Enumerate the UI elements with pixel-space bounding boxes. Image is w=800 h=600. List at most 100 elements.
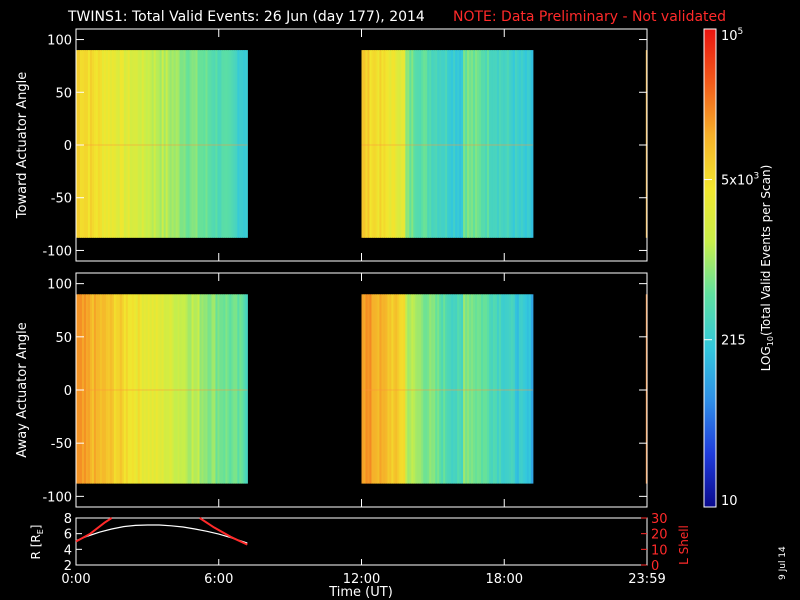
- heatmap-cell: [441, 294, 444, 484]
- colorbar-tick-label: 215: [721, 334, 746, 349]
- heatmap-cell: [373, 50, 377, 238]
- heatmap-cell: [143, 50, 147, 238]
- heatmap-cell: [233, 50, 236, 238]
- heatmap-cell: [167, 50, 171, 238]
- heatmap-cell: [367, 294, 371, 484]
- heatmap-cell: [441, 50, 444, 238]
- heatmap-cell: [407, 50, 410, 238]
- heatmap-cell: [163, 50, 167, 238]
- heatmap-cell: [439, 294, 442, 484]
- heatmap-cell: [506, 294, 510, 484]
- heatmap-cell: [97, 50, 101, 238]
- heatmap-cell: [504, 294, 508, 484]
- heatmap-cell: [143, 294, 147, 484]
- heatmap-cell: [455, 50, 458, 238]
- heatmap-cell: [123, 294, 127, 484]
- heatmap-cell: [167, 294, 171, 484]
- heatmap-cell: [417, 294, 420, 484]
- heatmap-cell: [109, 294, 113, 484]
- heatmap-cell: [89, 294, 93, 484]
- heatmap-cell: [229, 294, 232, 484]
- heatmap-cell: [377, 294, 381, 484]
- heatmap-cell: [237, 294, 240, 484]
- heatmap-cell: [237, 50, 240, 238]
- heatmap-cell: [141, 294, 145, 484]
- heatmap-cell: [397, 50, 400, 238]
- heatmap-cell: [133, 50, 137, 238]
- heatmap-cell: [467, 294, 470, 484]
- heatmap-cell: [477, 294, 480, 484]
- heatmap-cell: [483, 294, 486, 484]
- heatmap-cell: [221, 294, 224, 484]
- heatmap-cell: [211, 50, 215, 238]
- heatmap-cell: [207, 294, 211, 484]
- heatmap-cell: [518, 294, 522, 484]
- heatmap-cell: [95, 294, 99, 484]
- heatmap-cell: [119, 50, 123, 238]
- heatmap-cell: [443, 50, 446, 238]
- heatmap-cell: [103, 50, 107, 238]
- heatmap-cell: [245, 294, 248, 484]
- heatmap-cell: [421, 50, 424, 238]
- heatmap-cell: [395, 50, 398, 238]
- heatmap-cell: [510, 50, 514, 238]
- heatmap-cell: [508, 50, 512, 238]
- heatmap-cell: [109, 50, 113, 238]
- heatmap-cell: [520, 294, 524, 484]
- colorbar-tick-label: 10: [721, 494, 738, 509]
- heatmap-cell: [528, 50, 532, 238]
- heatmap-cell: [113, 294, 117, 484]
- heatmap-cell: [135, 50, 139, 238]
- heatmap-cell: [486, 294, 490, 484]
- heatmap-cell: [199, 294, 203, 484]
- heatmap-cell: [427, 294, 430, 484]
- heatmap-cell: [177, 50, 181, 238]
- heatmap-cell: [87, 50, 91, 238]
- heatmap-cell: [231, 294, 234, 484]
- heatmap-cell: [77, 294, 81, 484]
- heatmap-cell: [227, 294, 230, 484]
- heatmap-cell: [492, 50, 496, 238]
- x-axis-label: Time (UT): [328, 585, 393, 600]
- heatmap-cell: [105, 50, 109, 238]
- heatmap-cell: [391, 294, 394, 484]
- heatmap-cell: [215, 294, 219, 484]
- heatmap-cell: [437, 294, 440, 484]
- heatmap-cell: [481, 50, 484, 238]
- heatmap-cell: [522, 50, 526, 238]
- heatmap-cell: [141, 50, 145, 238]
- heatmap-cell: [101, 294, 105, 484]
- heatmap-cell: [163, 294, 167, 484]
- orbit-ylabel: R [RE]: [29, 525, 45, 560]
- heatmap-cell: [506, 50, 510, 238]
- heatmap-cell: [243, 294, 246, 484]
- heatmap-cell: [87, 294, 91, 484]
- heatmap-cell: [205, 294, 209, 484]
- heatmap-cell: [217, 294, 221, 484]
- heatmap-cell: [213, 50, 217, 238]
- heatmap-cell: [473, 50, 476, 238]
- heatmap-cell: [225, 294, 228, 484]
- heatmap-cell: [516, 294, 520, 484]
- heatmap-cell: [179, 50, 183, 238]
- heatmap-cell: [449, 294, 452, 484]
- heatmap-cell: [91, 50, 95, 238]
- heatmap-cell: [129, 50, 133, 238]
- heatmap-cell: [375, 294, 379, 484]
- heatmap-cell: [381, 294, 385, 484]
- colorbar-tick-label: 105: [721, 27, 743, 44]
- xtick-label: 6:00: [204, 572, 233, 587]
- heatmap-cell: [133, 294, 137, 484]
- heatmap-cell: [139, 294, 143, 484]
- heatmap-cell: [419, 50, 422, 238]
- heatmap-cell: [111, 50, 115, 238]
- heatmap-cell: [427, 50, 430, 238]
- heatmap-cell: [231, 50, 234, 238]
- heatmap-cell: [475, 50, 478, 238]
- heatmap-cell: [435, 50, 438, 238]
- toward-ylabel: Toward Actuator Angle: [15, 72, 30, 219]
- xtick-label: 18:00: [486, 572, 523, 587]
- heatmap-cell: [169, 294, 173, 484]
